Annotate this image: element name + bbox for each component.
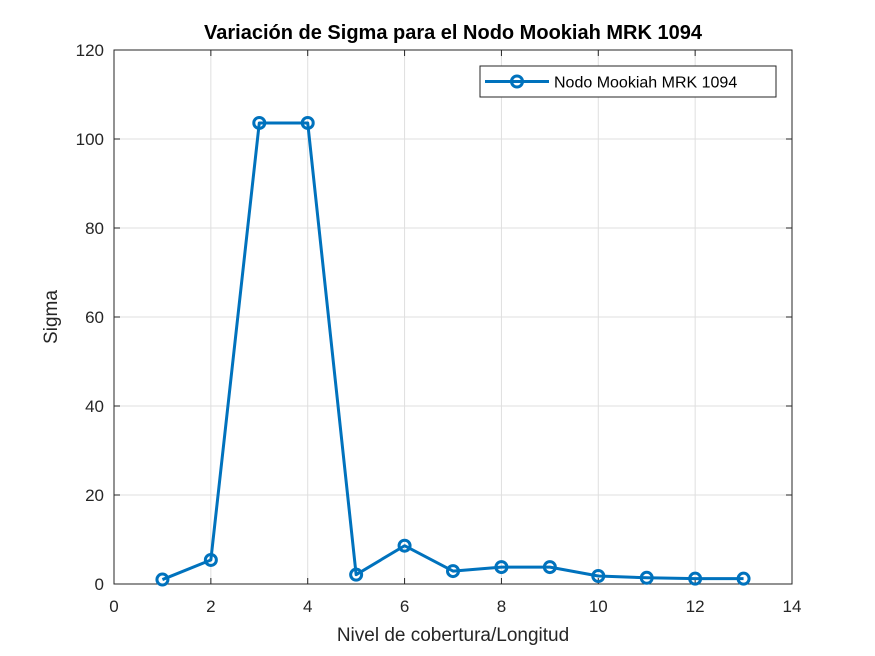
y-tick-label: 0 (95, 575, 104, 594)
axis-ticks (113, 49, 793, 585)
y-tick-label: 80 (85, 219, 104, 238)
y-tick-labels: 0 20 40 60 80 100 120 (76, 41, 104, 594)
data-point (397, 538, 412, 553)
y-tick-label: 40 (85, 397, 104, 416)
series-layer (155, 115, 751, 587)
data-point (155, 572, 170, 587)
legend-marker-sample (510, 74, 524, 89)
data-point (252, 115, 267, 130)
x-tick-label: 0 (109, 597, 118, 616)
y-tick-label: 20 (85, 486, 104, 505)
x-tick-label: 14 (783, 597, 802, 616)
data-point (446, 564, 460, 579)
data-point (203, 552, 218, 567)
data-point (349, 567, 364, 582)
data-point (591, 568, 606, 583)
x-axis-label: Nivel de cobertura/Longitud (337, 625, 569, 646)
x-tick-label: 4 (303, 597, 312, 616)
legend: Nodo Mookiah MRK 1094 (479, 65, 777, 98)
y-axis-label: Sigma (41, 290, 62, 344)
data-point (688, 571, 703, 586)
x-tick-label: 12 (686, 597, 705, 616)
y-tick-label: 60 (85, 308, 104, 327)
series-line (161, 121, 744, 581)
y-tick-label: 120 (76, 41, 104, 60)
x-tick-label: 8 (497, 597, 506, 616)
y-tick-label: 100 (76, 130, 104, 149)
x-tick-label: 2 (206, 597, 215, 616)
data-point (300, 115, 315, 130)
data-point (494, 560, 509, 575)
x-tick-labels: 0 2 4 6 8 10 12 14 (109, 597, 801, 616)
data-point (542, 560, 557, 575)
legend-entry: Nodo Mookiah MRK 1094 (554, 75, 737, 92)
data-point (639, 570, 654, 585)
chart-title: Variación de Sigma para el Nodo Mookiah … (204, 22, 703, 44)
data-point (736, 571, 751, 586)
x-tick-label: 6 (400, 597, 409, 616)
x-tick-label: 10 (589, 597, 608, 616)
